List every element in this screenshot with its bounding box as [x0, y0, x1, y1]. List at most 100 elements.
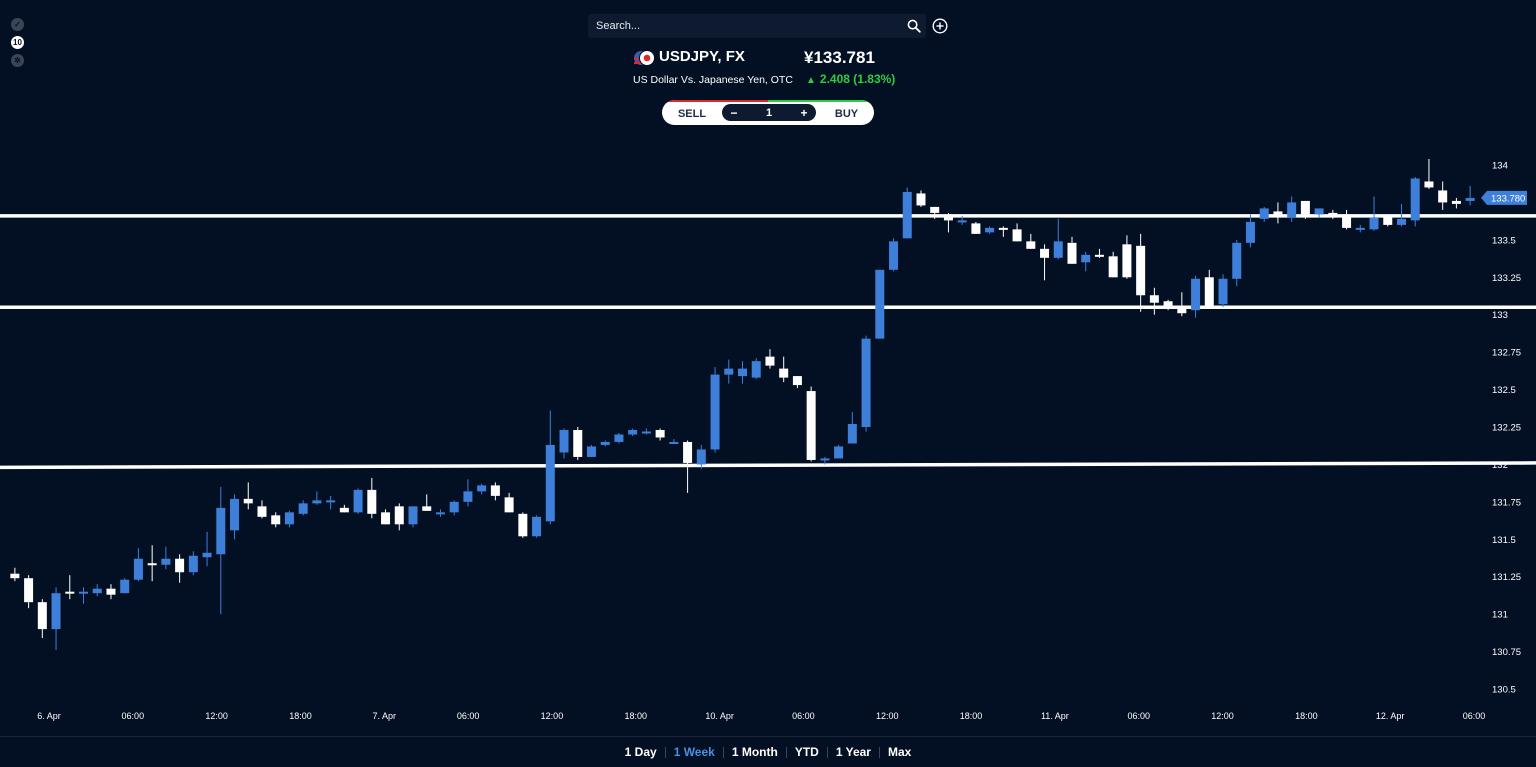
- candle-body: [312, 500, 322, 504]
- candle-body: [1232, 242, 1242, 279]
- candle: [889, 238, 899, 272]
- candle: [971, 221, 981, 234]
- candle: [92, 584, 102, 597]
- candle: [559, 428, 569, 459]
- candle: [257, 500, 267, 519]
- x-tick-label: 06:00: [1463, 711, 1486, 721]
- candle-body: [490, 485, 500, 496]
- candle-body: [381, 512, 391, 525]
- candlestick-chart[interactable]: 134 133.5 133.25 133 132.75 132.5 132.25 132 131…: [0, 150, 1536, 732]
- candle: [943, 212, 953, 233]
- candle: [161, 546, 171, 570]
- candle: [1314, 208, 1324, 218]
- y-axis: 134 133.5 133.25 133 132.75 132.5 132.25 132 131…: [1492, 161, 1521, 696]
- candle-body: [1081, 254, 1091, 263]
- candle: [751, 358, 761, 380]
- candle: [1273, 202, 1283, 224]
- candle: [37, 599, 47, 639]
- candle-body: [271, 515, 281, 525]
- candle: [902, 187, 912, 239]
- candle: [1465, 185, 1475, 206]
- search-icon[interactable]: [902, 14, 926, 38]
- x-tick-label: 18:00: [960, 711, 983, 721]
- x-tick-label: 18:00: [289, 711, 312, 721]
- sell-button[interactable]: SELL: [677, 108, 707, 120]
- range-1-day[interactable]: 1 Day: [624, 745, 657, 759]
- search-input[interactable]: [588, 13, 902, 39]
- candle-body: [1067, 242, 1077, 264]
- decrease-quantity-button[interactable]: −: [730, 105, 738, 120]
- candle: [1012, 223, 1022, 242]
- x-tick-label: 06:00: [792, 711, 815, 721]
- candle: [1053, 218, 1063, 260]
- candle: [875, 269, 885, 339]
- x-tick-label: 12:00: [205, 711, 228, 721]
- candle: [1259, 206, 1269, 222]
- candle-body: [339, 507, 349, 513]
- candle-body: [1424, 181, 1434, 188]
- candle-body: [1163, 301, 1173, 306]
- candle: [106, 584, 116, 600]
- candle-body: [683, 441, 693, 463]
- candle: [696, 444, 706, 469]
- range-max[interactable]: Max: [887, 745, 912, 759]
- candle: [51, 587, 61, 651]
- candle: [1136, 233, 1146, 312]
- candle: [504, 492, 514, 513]
- candle: [586, 444, 596, 457]
- horizontal-line[interactable]: [0, 461, 1536, 470]
- candle: [24, 575, 34, 609]
- quantity-value[interactable]: 1: [765, 106, 773, 119]
- ten-icon[interactable]: 10: [11, 36, 24, 49]
- candle: [518, 512, 528, 538]
- candle-body: [696, 449, 706, 465]
- candle-body: [1369, 217, 1379, 230]
- candle: [202, 531, 212, 567]
- price-change-value: 2.408 (1.83%): [819, 72, 896, 86]
- check-icon[interactable]: ✓: [11, 18, 24, 31]
- candle-body: [1328, 212, 1338, 215]
- range-1-week[interactable]: 1 Week: [673, 745, 715, 759]
- candle: [1177, 292, 1187, 317]
- candle: [1026, 233, 1036, 249]
- candle: [367, 477, 377, 519]
- candle-body: [820, 458, 830, 461]
- x-tick-label: 18:00: [624, 711, 647, 721]
- candle-body: [1300, 200, 1310, 215]
- candle: [1383, 215, 1393, 227]
- range-1-month[interactable]: 1 Month: [731, 745, 778, 759]
- buy-button[interactable]: BUY: [834, 108, 859, 120]
- candle-body: [1177, 307, 1187, 314]
- candle-body: [504, 497, 514, 513]
- candle: [1369, 196, 1379, 231]
- us-jp-flag-icon: [633, 49, 655, 67]
- candle-body: [902, 191, 912, 239]
- candle-body: [806, 391, 816, 460]
- range-1-year[interactable]: 1 Year: [835, 745, 871, 759]
- candle: [847, 412, 857, 444]
- candle: [1438, 181, 1448, 210]
- settings-icon[interactable]: ✲: [11, 54, 24, 67]
- increase-quantity-button[interactable]: +: [800, 105, 808, 120]
- range-ytd[interactable]: YTD: [794, 745, 819, 759]
- candle: [998, 226, 1008, 237]
- candle-body: [1438, 190, 1448, 203]
- candle-body: [284, 512, 294, 525]
- candle-body: [930, 206, 940, 213]
- candle-body: [1245, 221, 1255, 243]
- candle: [435, 509, 445, 517]
- candle-body: [1191, 278, 1201, 311]
- candle: [669, 438, 679, 444]
- candle: [710, 367, 720, 453]
- candle: [1204, 269, 1214, 309]
- add-circle-icon[interactable]: [932, 18, 948, 34]
- candle: [1191, 275, 1201, 318]
- candle-body: [518, 513, 528, 537]
- candle-body: [1273, 211, 1283, 218]
- candle: [463, 479, 473, 507]
- candle-body: [1204, 277, 1214, 306]
- y-tick-label: 132.75: [1492, 348, 1521, 359]
- candle: [381, 509, 391, 525]
- candle: [326, 495, 336, 510]
- time-range-selector: 1 Day 1 Week 1 Month YTD 1 Year Max: [0, 736, 1536, 767]
